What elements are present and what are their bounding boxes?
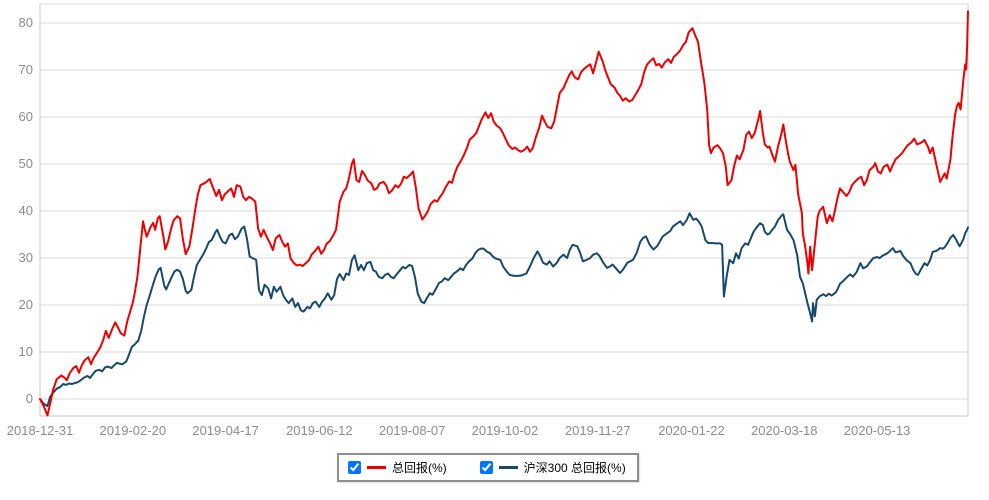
- y-axis-tick-label: 50: [19, 156, 33, 171]
- legend-item-total-return[interactable]: 总回报(%): [348, 461, 447, 474]
- y-axis-tick-label: 10: [19, 344, 33, 359]
- x-axis-tick-label: 2019-02-20: [100, 423, 167, 438]
- legend-line-sample-red: [367, 466, 386, 469]
- y-axis-tick-label: 70: [19, 62, 33, 77]
- legend-checkbox-csi300-total-return[interactable]: [479, 461, 493, 474]
- y-axis-tick-label: 80: [19, 15, 33, 30]
- series-line-csi300: [39, 212, 969, 408]
- x-axis-tick-label: 2019-10-02: [472, 423, 539, 438]
- x-axis-tick-label: 2020-03-18: [751, 423, 818, 438]
- x-axis-tick-label: 2018-12-31: [7, 423, 74, 438]
- x-axis-tick-label: 2020-05-13: [844, 423, 911, 438]
- series-line-total-return: [39, 10, 969, 417]
- y-axis-tick-label: 20: [19, 297, 33, 312]
- y-axis-tick-label: 60: [19, 109, 33, 124]
- x-axis-tick-label: 2020-01-22: [658, 423, 725, 438]
- legend-line-sample-navy: [498, 466, 518, 469]
- y-axis-tick-label: 0: [26, 391, 33, 406]
- x-axis-tick-label: 2019-06-12: [286, 423, 353, 438]
- legend-label-total-return: 总回报(%): [392, 460, 447, 475]
- legend-checkbox-total-return[interactable]: [348, 461, 361, 474]
- legend-item-csi300-total-return[interactable]: 沪深300 总回报(%): [479, 460, 626, 475]
- y-axis-tick-label: 30: [19, 250, 33, 265]
- y-axis-tick-label: 40: [19, 203, 33, 218]
- x-axis-tick-label: 2019-04-17: [192, 423, 259, 438]
- legend-box: 总回报(%) 沪深300 总回报(%): [337, 453, 639, 482]
- x-axis-tick-label: 2019-08-07: [379, 423, 446, 438]
- legend-label-csi300-total-return: 沪深300 总回报(%): [523, 460, 626, 475]
- x-axis-tick-label: 2019-11-27: [565, 423, 631, 438]
